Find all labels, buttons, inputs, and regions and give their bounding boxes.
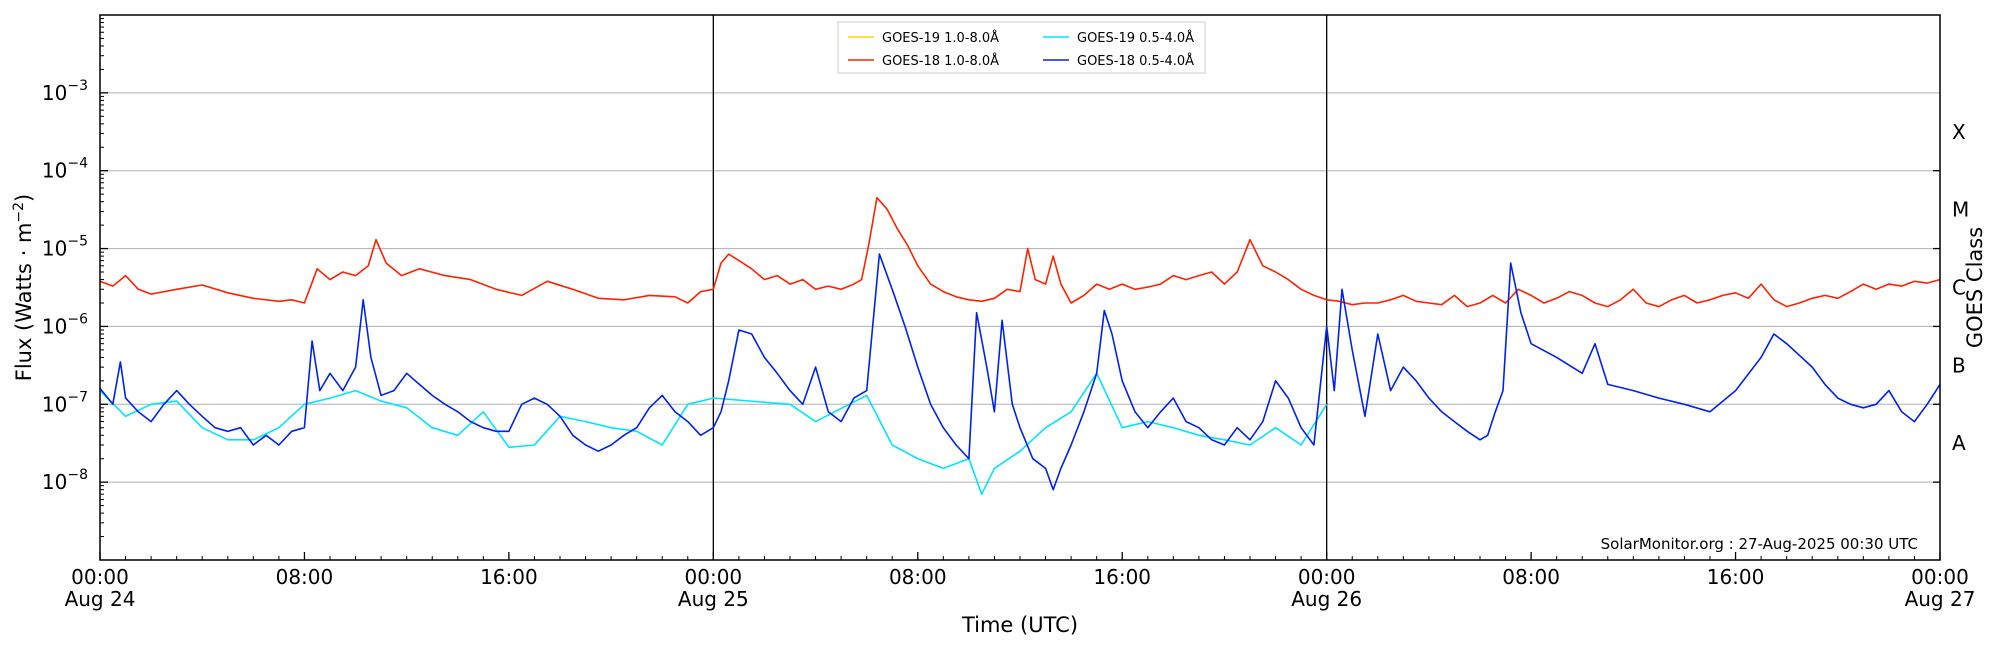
legend-label-goes-19-1-0-8-0: GOES-19 1.0-8.0Å bbox=[882, 30, 999, 46]
class-label-a: A bbox=[1952, 431, 1966, 455]
x-tick-time: 00:00 bbox=[71, 565, 129, 589]
x-tick-time: 08:00 bbox=[1502, 565, 1560, 589]
axis-ticks bbox=[99, 18, 1941, 560]
class-label-b: B bbox=[1952, 353, 1966, 377]
x-tick-date: Aug 26 bbox=[1291, 587, 1362, 611]
svg-text:Flux (Watts · m−2): Flux (Watts · m−2) bbox=[11, 194, 36, 382]
goes-class-labels: A B C M X bbox=[1952, 120, 1969, 455]
x-tick-time: 00:00 bbox=[685, 565, 743, 589]
series-line-goes-18-1-0-8-0 bbox=[99, 196, 1941, 308]
legend-label-goes-18-1-0-8-0: GOES-18 1.0-8.0Å bbox=[882, 53, 999, 69]
x-tick-time: 16:00 bbox=[1707, 565, 1765, 589]
right-axis-label: GOES Class bbox=[1963, 227, 1987, 348]
x-tick-date: Aug 25 bbox=[678, 587, 749, 611]
footer-credit: SolarMonitor.org : 27-Aug-2025 00:30 UTC bbox=[1601, 535, 1918, 553]
x-tick-time: 08:00 bbox=[889, 565, 947, 589]
series-lines bbox=[99, 196, 1941, 495]
y-tick-label: 10−7 bbox=[42, 389, 88, 416]
class-label-m: M bbox=[1952, 198, 1969, 222]
x-tick-time: 00:00 bbox=[1911, 565, 1969, 589]
series-line-goes-19-0-5-4-0 bbox=[99, 372, 1328, 495]
x-tick-date: Aug 27 bbox=[1905, 587, 1976, 611]
x-tick-time: 00:00 bbox=[1298, 565, 1356, 589]
x-tick-time: 16:00 bbox=[480, 565, 538, 589]
x-tick-date: Aug 24 bbox=[65, 587, 136, 611]
y-tick-labels: 10−810−710−610−510−410−3 bbox=[42, 78, 88, 494]
series-line-goes-18-0-5-4-0 bbox=[99, 253, 1941, 491]
legend: GOES-19 1.0-8.0Å GOES-18 1.0-8.0Å GOES-19 … bbox=[837, 21, 1206, 74]
y-tick-label: 10−3 bbox=[42, 78, 88, 105]
legend-label-goes-19-0-5-4-0: GOES-19 0.5-4.0Å bbox=[1077, 30, 1194, 46]
y-tick-label: 10−4 bbox=[42, 156, 88, 183]
x-tick-time: 16:00 bbox=[1093, 565, 1151, 589]
x-tick-time: 08:00 bbox=[276, 565, 334, 589]
x-axis-label: Time (UTC) bbox=[961, 613, 1078, 637]
legend-label-goes-18-0-5-4-0: GOES-18 0.5-4.0Å bbox=[1077, 53, 1194, 69]
grid-lines bbox=[100, 92, 1940, 483]
class-label-x: X bbox=[1952, 120, 1966, 144]
y-tick-label: 10−6 bbox=[42, 311, 88, 338]
class-label-c: C bbox=[1952, 276, 1966, 300]
legend-box bbox=[837, 21, 1206, 74]
y-axis-label: Flux (Watts · m−2) bbox=[11, 194, 36, 382]
